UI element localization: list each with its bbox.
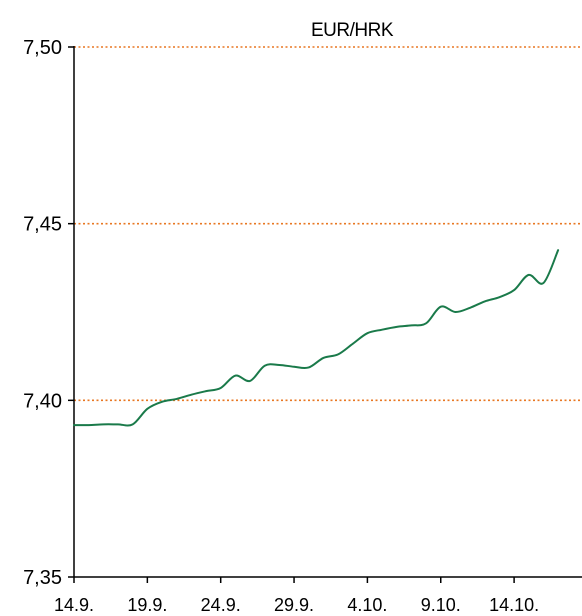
x-tick-label-1: 19.9. [127,595,167,615]
x-tick-label-0: 14.9. [54,595,94,615]
x-tick-label-5: 9.10. [421,595,461,615]
series-group [73,249,560,427]
y-tick-label-0: 7,35 [23,567,62,589]
chart-title: EUR/HRK [311,20,394,41]
axes [73,46,582,578]
x-tick-label-4: 4.10. [347,595,387,615]
y-tick-label-3: 7,50 [23,37,62,59]
x-tick-label-6: 14.10. [489,595,539,615]
x-tick-label-3: 29.9. [274,595,314,615]
y-tick-labels: 7,35 7,40 7,45 7,50 [23,37,74,589]
series-line-0 [73,249,560,427]
gridlines [74,46,582,402]
x-tick-label-2: 24.9. [201,595,241,615]
y-tick-label-2: 7,45 [23,214,62,236]
x-tick-labels: 14.9. 19.9. 24.9. 29.9. 4.10. 9.10. 14.10. [54,577,539,615]
y-tick-label-1: 7,40 [23,390,62,412]
